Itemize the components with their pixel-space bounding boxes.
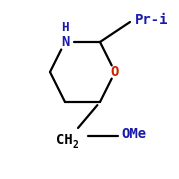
Text: Pr-i: Pr-i [135,13,168,27]
Text: N: N [61,35,69,49]
Text: 2: 2 [72,140,78,150]
Text: OMe: OMe [121,127,146,141]
Text: O: O [111,65,119,79]
Text: CH: CH [56,133,73,147]
Text: H: H [61,21,69,33]
